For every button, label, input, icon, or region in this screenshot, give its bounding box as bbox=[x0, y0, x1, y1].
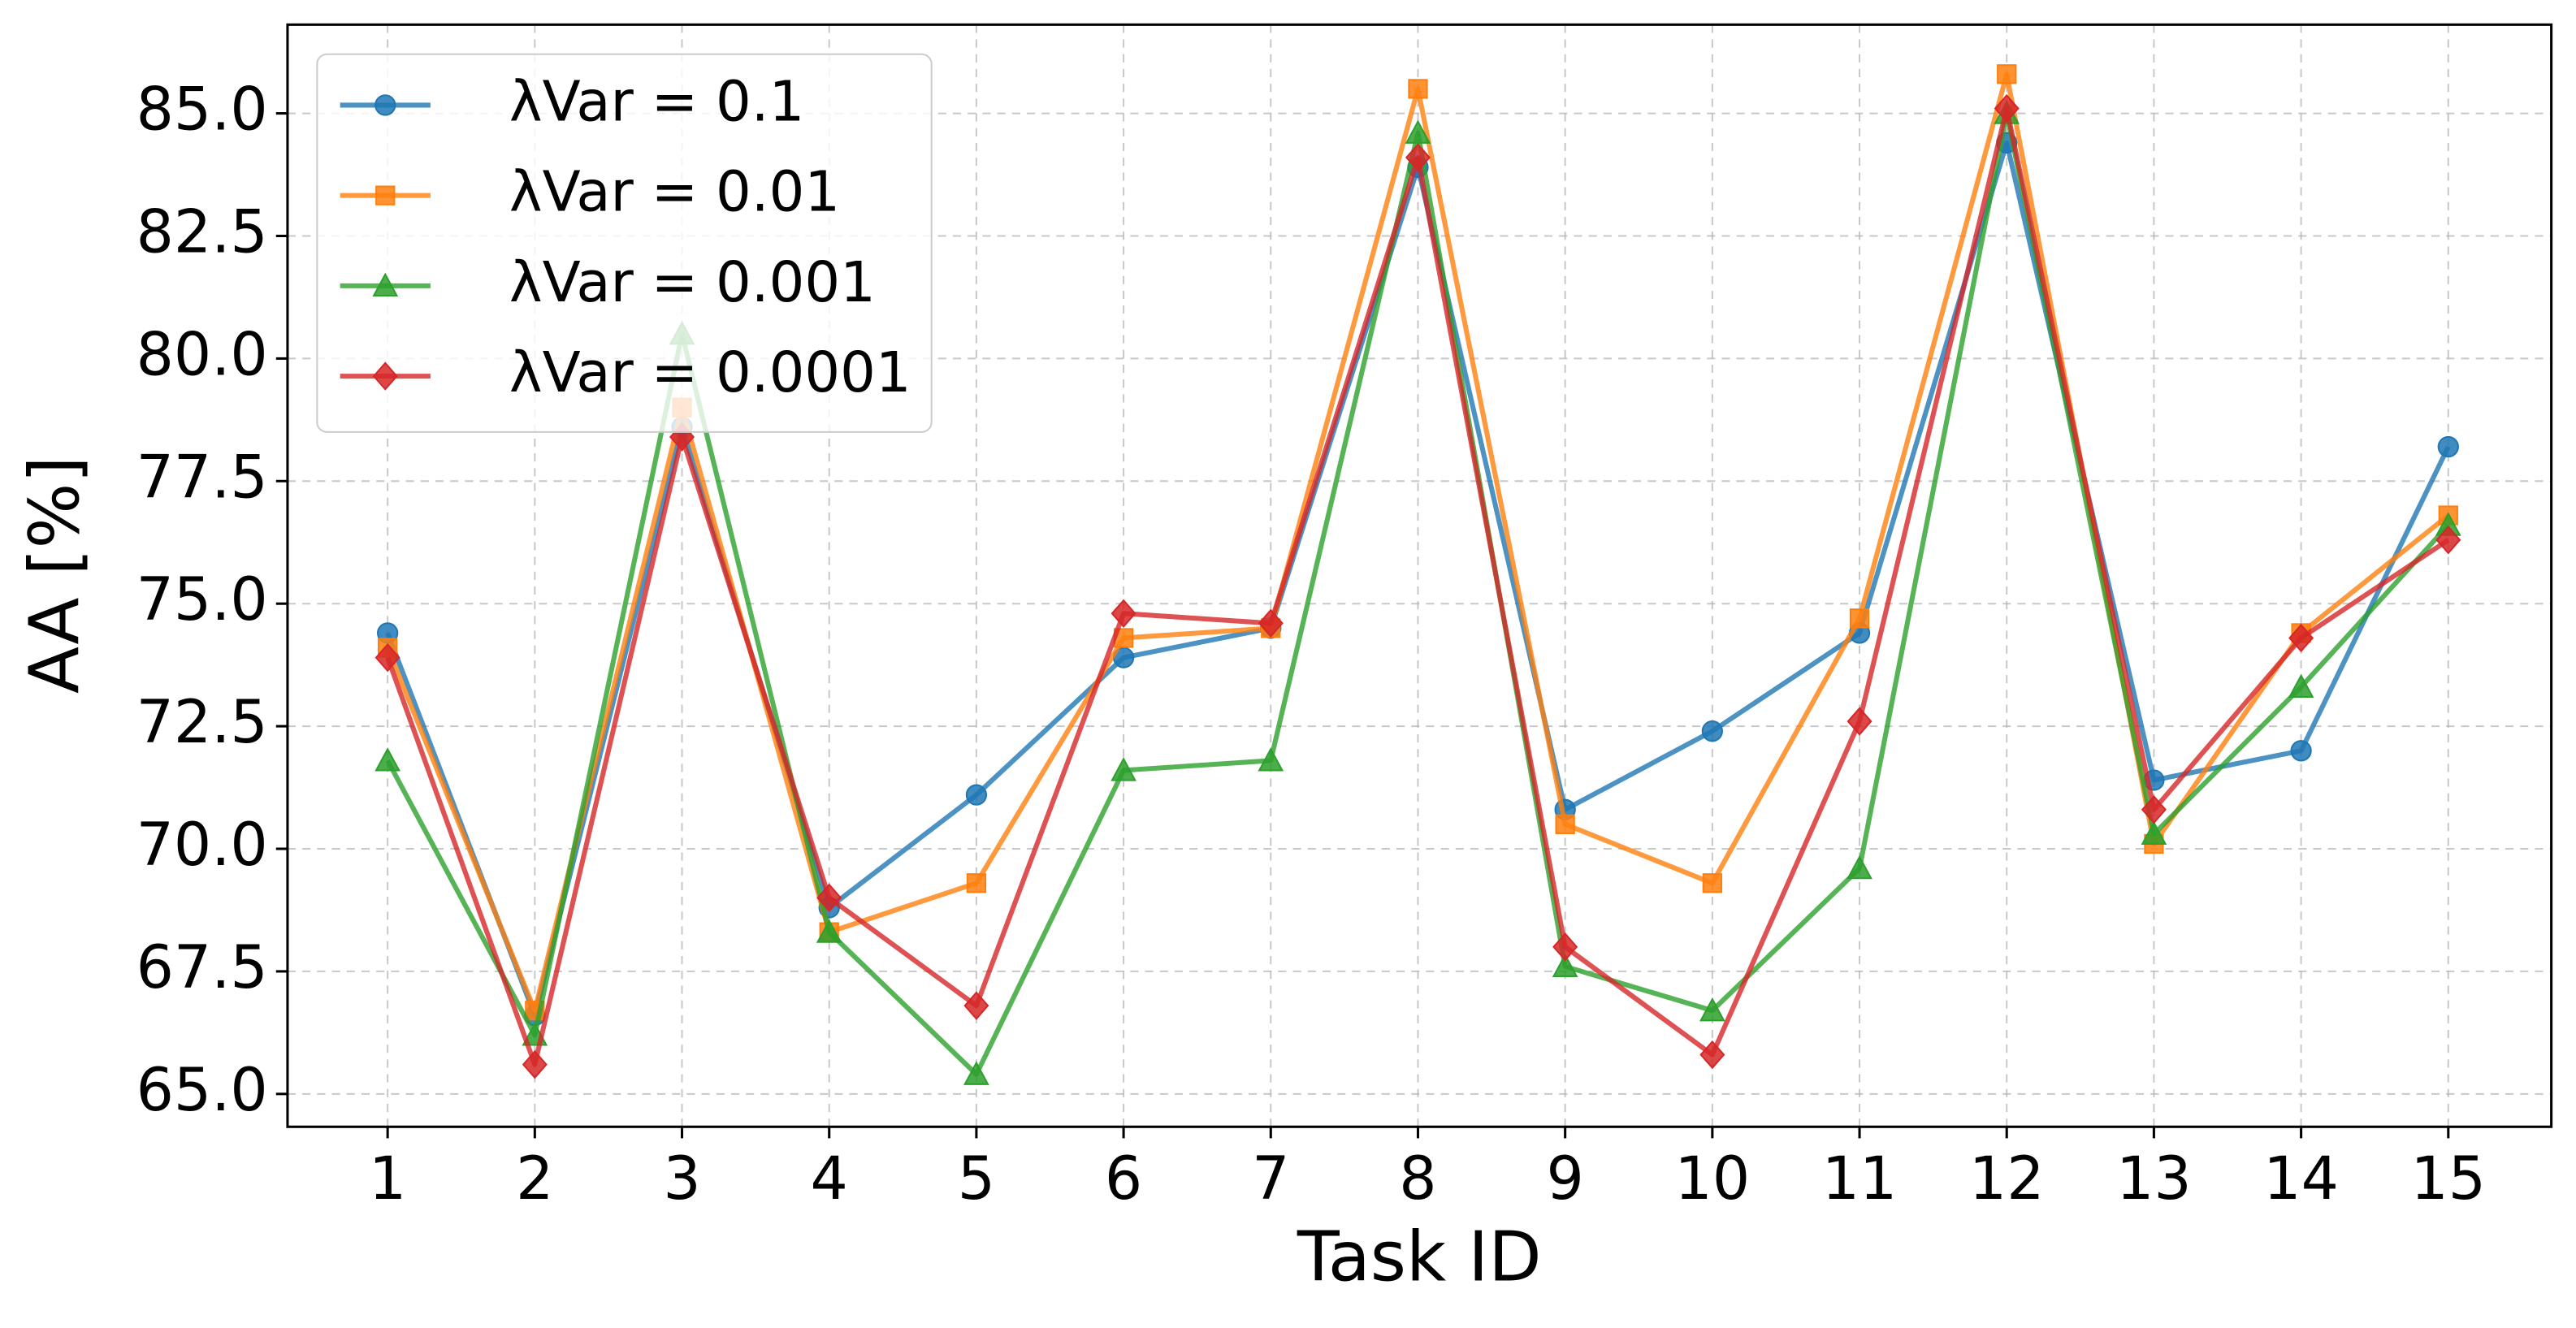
x-tick-label: 8 bbox=[1399, 1144, 1436, 1213]
data-point bbox=[816, 919, 842, 943]
x-axis-label: Task ID bbox=[1297, 1218, 1542, 1298]
x-tick-label: 7 bbox=[1252, 1144, 1289, 1213]
y-tick-label: 70.0 bbox=[136, 811, 268, 880]
data-point bbox=[2141, 820, 2167, 846]
y-tick-label: 72.5 bbox=[136, 688, 268, 757]
data-point bbox=[2288, 673, 2314, 698]
data-point bbox=[1258, 608, 1284, 638]
data-point bbox=[1849, 608, 1870, 629]
legend-marker bbox=[372, 272, 399, 297]
data-point bbox=[1110, 757, 1136, 781]
data-point bbox=[1699, 997, 1725, 1022]
legend-label: λVar = 0.001 bbox=[509, 250, 876, 315]
legend-marker bbox=[374, 94, 396, 116]
data-point bbox=[965, 784, 988, 806]
x-tick-label: 4 bbox=[811, 1144, 848, 1213]
data-point bbox=[522, 1049, 548, 1079]
y-tick-label: 65.0 bbox=[136, 1056, 268, 1125]
x-tick-label: 1 bbox=[369, 1144, 406, 1213]
axes-frame bbox=[286, 23, 2553, 1128]
x-tick-label: 2 bbox=[516, 1144, 553, 1213]
data-point bbox=[374, 747, 400, 772]
data-point bbox=[1701, 720, 1723, 742]
data-point bbox=[1699, 1040, 1725, 1070]
data-point bbox=[1110, 599, 1136, 628]
data-point bbox=[1405, 119, 1431, 144]
plot-area bbox=[374, 64, 2461, 1085]
y-tick-label: 85.0 bbox=[136, 76, 268, 145]
data-point bbox=[963, 1061, 989, 1085]
x-tick-label: 12 bbox=[1969, 1144, 2045, 1213]
y-tick-label: 67.5 bbox=[136, 933, 268, 1002]
data-point bbox=[1408, 79, 1428, 99]
legend: λVar = 0.1 λVar = 0.01 λVar = 0.001 λVar = … bbox=[316, 53, 933, 433]
data-point bbox=[1405, 143, 1431, 172]
data-point bbox=[1846, 707, 1872, 736]
data-point bbox=[1258, 747, 1284, 772]
data-point bbox=[1994, 93, 2020, 123]
x-tick-label: 15 bbox=[2410, 1144, 2486, 1213]
data-point bbox=[1702, 873, 1722, 893]
data-point bbox=[2290, 740, 2312, 762]
data-point bbox=[1555, 814, 1575, 834]
y-tick-label: 77.5 bbox=[136, 443, 268, 512]
data-point bbox=[1552, 932, 1578, 962]
y-axis-label: AA [%] bbox=[15, 456, 95, 694]
x-tick-label: 13 bbox=[2116, 1144, 2192, 1213]
data-point bbox=[1552, 953, 1578, 978]
x-tick-label: 6 bbox=[1105, 1144, 1142, 1213]
y-tick-label: 75.0 bbox=[136, 565, 268, 634]
data-point bbox=[2437, 435, 2459, 458]
y-tick-label: 82.5 bbox=[136, 198, 268, 267]
x-tick-label: 3 bbox=[663, 1144, 700, 1213]
data-point bbox=[2141, 795, 2167, 824]
data-point bbox=[816, 883, 842, 913]
data-point bbox=[374, 642, 400, 673]
x-tick-label: 5 bbox=[958, 1144, 995, 1213]
x-tick-label: 11 bbox=[1822, 1144, 1898, 1213]
legend-box bbox=[316, 53, 933, 433]
x-tick-label: 9 bbox=[1546, 1144, 1583, 1213]
legend-marker bbox=[375, 185, 396, 205]
legend-label: λVar = 0.01 bbox=[509, 160, 840, 225]
x-tick-label: 14 bbox=[2263, 1144, 2339, 1213]
x-tick-label: 10 bbox=[1675, 1144, 1751, 1213]
legend-marker bbox=[372, 361, 398, 391]
y-tick-label: 80.0 bbox=[136, 320, 268, 389]
data-point bbox=[2288, 623, 2314, 653]
data-point bbox=[1997, 64, 2017, 84]
data-point bbox=[1846, 854, 1872, 880]
legend-label: λVar = 0.1 bbox=[509, 69, 804, 134]
legend-label: λVar = 0.0001 bbox=[509, 340, 911, 405]
data-point bbox=[2435, 526, 2461, 555]
data-point bbox=[963, 991, 989, 1020]
data-point bbox=[966, 873, 987, 893]
